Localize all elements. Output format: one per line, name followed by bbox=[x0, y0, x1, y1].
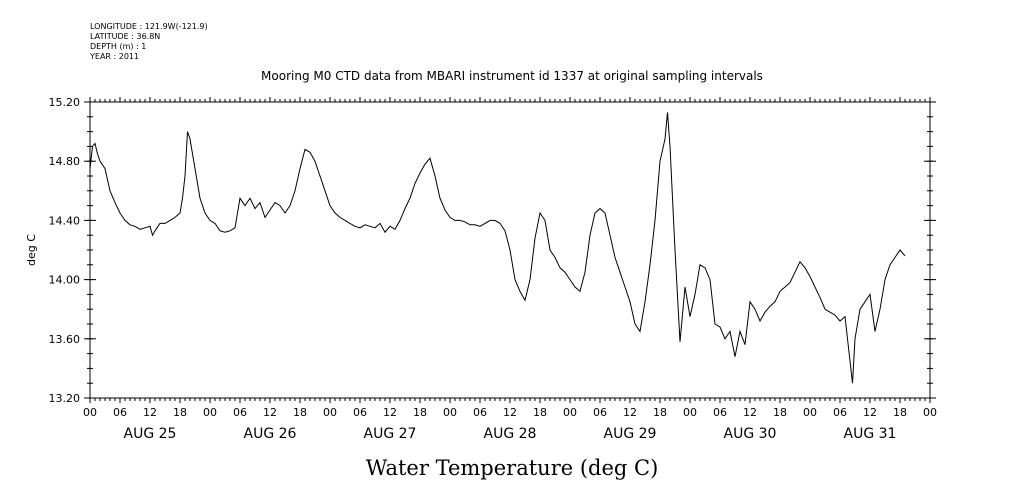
x-hour-label: 12 bbox=[743, 406, 757, 419]
chart-title: Mooring M0 CTD data from MBARI instrumen… bbox=[261, 69, 763, 83]
x-hour-label: 12 bbox=[503, 406, 517, 419]
y-tick-label: 14.80 bbox=[49, 155, 81, 168]
x-axis: 00 06 12 18 00 06 12 18 00 06 12 18 00 06 12 18 00 06 12 18… bbox=[83, 97, 937, 442]
x-hour-label: 00 bbox=[563, 406, 577, 419]
y-tick-label: 13.60 bbox=[49, 333, 81, 346]
x-hour-label: 06 bbox=[833, 406, 847, 419]
x-hour-label: 18 bbox=[773, 406, 787, 419]
y-tick-label: 14.00 bbox=[49, 274, 81, 287]
x-day-label: AUG 26 bbox=[244, 426, 297, 442]
x-hour-label: 12 bbox=[383, 406, 397, 419]
x-hour-label: 00 bbox=[803, 406, 817, 419]
x-hour-label: 00 bbox=[443, 406, 457, 419]
x-hour-label: 06 bbox=[113, 406, 127, 419]
y-axis: 13.20 13.60 14.00 14.40 14.80 15.20 bbox=[49, 96, 936, 405]
x-hour-label: 06 bbox=[233, 406, 247, 419]
year-text: YEAR : 2011 bbox=[90, 52, 140, 61]
y-axis-label: deg C bbox=[25, 234, 38, 266]
x-hour-label: 18 bbox=[893, 406, 907, 419]
x-hour-label: 18 bbox=[653, 406, 667, 419]
x-hour-label: 06 bbox=[473, 406, 487, 419]
temperature-series-line bbox=[89, 112, 906, 384]
longitude-text: LONGITUDE : 121.9W(-121.9) bbox=[90, 22, 208, 31]
x-hour-label: 06 bbox=[593, 406, 607, 419]
x-hour-label: 06 bbox=[713, 406, 727, 419]
x-hour-label: 00 bbox=[683, 406, 697, 419]
x-hour-label: 12 bbox=[143, 406, 157, 419]
x-hour-label: 06 bbox=[353, 406, 367, 419]
y-tick-label: 15.20 bbox=[49, 96, 81, 109]
x-hour-label: 12 bbox=[863, 406, 877, 419]
x-day-label: AUG 25 bbox=[124, 426, 177, 442]
x-hour-label: 18 bbox=[293, 406, 307, 419]
y-tick-label: 13.20 bbox=[49, 392, 81, 405]
latitude-text: LATITUDE : 36.8N bbox=[90, 32, 161, 41]
x-hour-label: 12 bbox=[263, 406, 277, 419]
x-day-label: AUG 28 bbox=[484, 426, 537, 442]
depth-text: DEPTH (m) : 1 bbox=[90, 42, 147, 51]
metadata-block: LONGITUDE : 121.9W(-121.9) LATITUDE : 36… bbox=[90, 22, 208, 62]
x-hour-label: 00 bbox=[83, 406, 97, 419]
x-hour-label: 18 bbox=[173, 406, 187, 419]
x-day-label: AUG 30 bbox=[724, 426, 777, 442]
x-hour-label: 18 bbox=[413, 406, 427, 419]
x-day-label: AUG 29 bbox=[604, 426, 657, 442]
x-day-label: AUG 31 bbox=[844, 426, 897, 442]
x-hour-label: 00 bbox=[203, 406, 217, 419]
x-hour-label: 18 bbox=[533, 406, 547, 419]
x-day-label: AUG 27 bbox=[364, 426, 417, 442]
x-hour-label: 00 bbox=[923, 406, 937, 419]
x-hour-label: 00 bbox=[323, 406, 337, 419]
x-axis-title: Water Temperature (deg C) bbox=[366, 456, 659, 480]
y-tick-label: 14.40 bbox=[49, 214, 81, 227]
x-hour-label: 12 bbox=[623, 406, 637, 419]
